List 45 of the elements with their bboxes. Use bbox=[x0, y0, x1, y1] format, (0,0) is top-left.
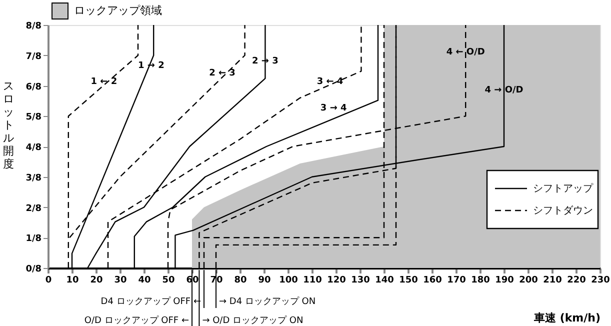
y-tick-label: 6/8 bbox=[26, 82, 42, 92]
x-tick-label: 190 bbox=[495, 276, 514, 286]
annotation: 3 ← 4 bbox=[316, 77, 344, 88]
legend-label: ロックアップ領域 bbox=[74, 4, 162, 17]
y-tick-label: 0/8 bbox=[26, 264, 42, 274]
x-tick-label: 100 bbox=[279, 276, 298, 286]
annotation: → O/D ロックアップ ON bbox=[202, 315, 304, 326]
annotation: O/D ロックアップ OFF ← bbox=[84, 315, 190, 326]
y-axis-title: スロットル開度 bbox=[3, 80, 14, 170]
y-tick-label: 8/8 bbox=[26, 22, 42, 32]
x-tick-label: 50 bbox=[162, 276, 175, 286]
x-axis-title: 車速 (km/h) bbox=[532, 312, 600, 324]
x-tick-label: 110 bbox=[303, 276, 322, 286]
annotation: 1 ← 2 bbox=[90, 76, 118, 87]
x-tick-label: 160 bbox=[423, 276, 442, 286]
x-tick-label: 150 bbox=[399, 276, 418, 286]
x-tick-label: 40 bbox=[138, 276, 151, 286]
legend-label: シフトダウン bbox=[533, 204, 593, 216]
x-tick-label: 220 bbox=[567, 276, 586, 286]
y-tick-label: 5/8 bbox=[26, 112, 42, 123]
x-tick-label: 200 bbox=[519, 276, 538, 286]
x-tick-label: 20 bbox=[90, 276, 103, 286]
x-tick-label: 80 bbox=[234, 276, 247, 286]
x-tick-label: 210 bbox=[543, 276, 562, 286]
x-tick-label: 230 bbox=[591, 276, 610, 286]
x-tick-label: 90 bbox=[258, 276, 271, 286]
annotation: 4 ← O/D bbox=[446, 47, 485, 58]
x-tick-label: 170 bbox=[447, 276, 466, 286]
x-tick-label: 140 bbox=[375, 276, 394, 286]
x-tick-label: 120 bbox=[327, 276, 346, 286]
annotation: 2 ← 3 bbox=[209, 68, 236, 78]
legend-label: シフトアップ bbox=[533, 182, 594, 194]
y-tick-label: 2/8 bbox=[26, 204, 42, 214]
y-tick-label: 1/8 bbox=[26, 234, 42, 244]
y-tick-label: 7/8 bbox=[26, 52, 42, 62]
y-tick-label: 4/8 bbox=[26, 143, 42, 153]
x-tick-label: 10 bbox=[66, 276, 79, 286]
annotation: → D4 ロックアップ ON bbox=[219, 296, 316, 307]
y-tick-label: 3/8 bbox=[26, 173, 42, 184]
x-tick-label: 130 bbox=[351, 276, 370, 286]
x-tick-label: 0 bbox=[45, 276, 52, 286]
annotation: 3 → 4 bbox=[320, 104, 347, 114]
x-tick-label: 180 bbox=[471, 276, 490, 286]
x-tick-label: 30 bbox=[114, 276, 127, 286]
annotation: 4 → O/D bbox=[484, 86, 524, 96]
